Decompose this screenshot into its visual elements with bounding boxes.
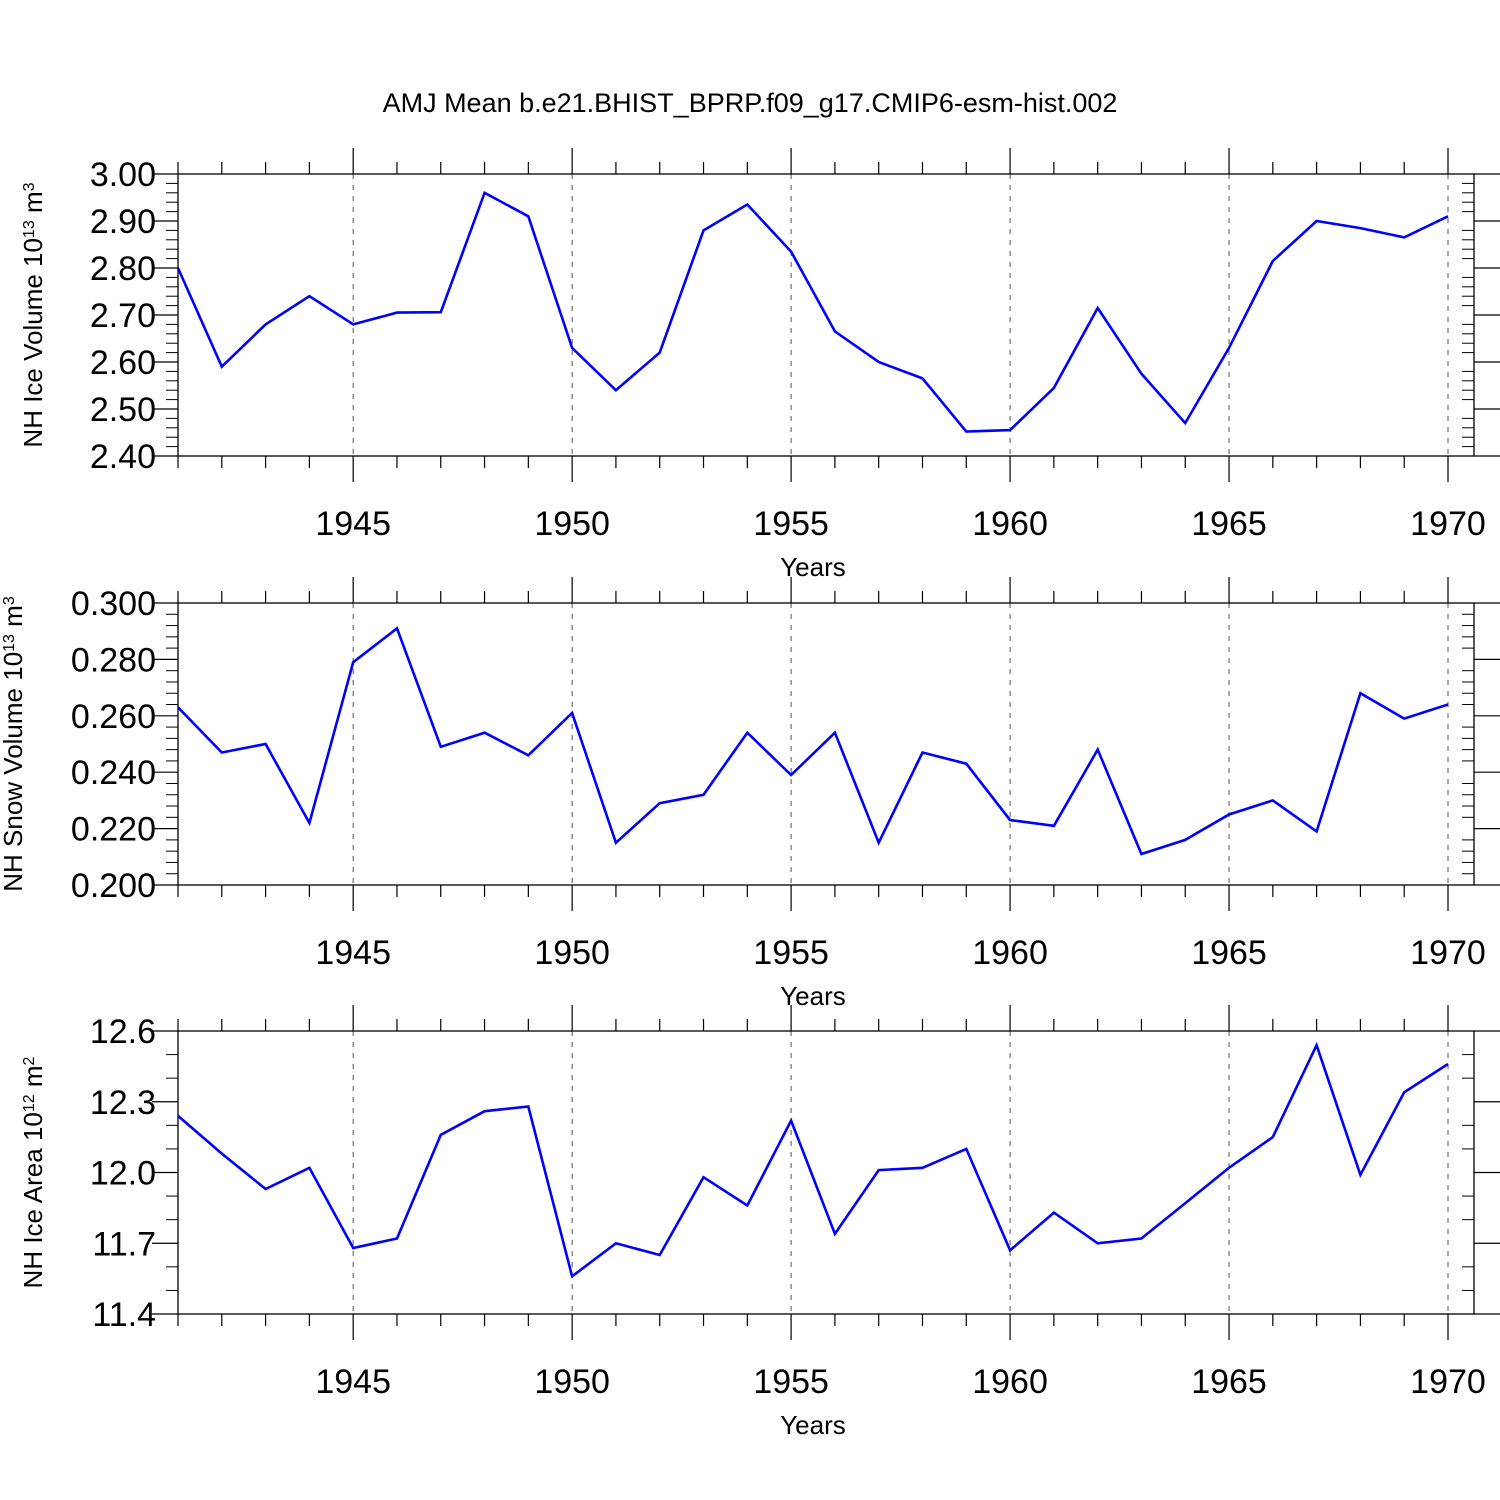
x-tick-label: 1970	[1410, 505, 1486, 543]
x-tick-label: 1950	[534, 1363, 610, 1401]
panel-3: 11.4 11.7 12.0 12.3 12.6 1945 1950 1955 1960 1965…	[18, 1005, 1500, 1440]
x-tick-label: 1945	[315, 934, 391, 972]
y-tick-label: 12.0	[90, 1155, 156, 1193]
x-tick-label: 1970	[1410, 934, 1486, 972]
x-tick-label: 1950	[534, 505, 610, 543]
plot-frame	[177, 1030, 1475, 1315]
panel-2: 0.200 0.220 0.240 0.260 0.280 0.300 1945 1950 19…	[0, 577, 1500, 1011]
chart-panels: 2.40 2.50 2.60 2.70 2.80 2.90 3.00 1945 1950 1955…	[0, 148, 1500, 1440]
x-tick-label: 1955	[753, 934, 829, 972]
x-tick-label: 1945	[315, 1363, 391, 1401]
y-tick-label: 12.3	[90, 1084, 156, 1122]
x-tick-label: 1965	[1191, 505, 1267, 543]
series-line	[176, 190, 1449, 433]
x-tick-label: 1955	[753, 1363, 829, 1401]
y-tick-label: 2.40	[90, 438, 156, 476]
x-tick-label: 1945	[315, 505, 391, 543]
y-tick-label: 0.300	[71, 585, 156, 623]
series-line	[177, 626, 1449, 856]
x-axis-label: Years	[780, 552, 846, 582]
x-tick-label: 1950	[534, 934, 610, 972]
y-tick-label: 2.80	[90, 250, 156, 288]
y-tick-label: 0.200	[71, 867, 156, 905]
y-tick-label: 11.4	[92, 1296, 156, 1334]
y-tick-label: 2.70	[90, 297, 156, 335]
y-tick-label: 0.220	[71, 811, 156, 849]
y-tick-label: 0.240	[71, 754, 156, 792]
plot-frame	[177, 602, 1475, 886]
x-tick-label: 1970	[1410, 1363, 1486, 1401]
x-tick-label: 1965	[1191, 934, 1267, 972]
x-tick-label: 1960	[972, 934, 1048, 972]
x-axis-label: Years	[780, 1410, 846, 1440]
chart-title: AMJ Mean b.e21.BHIST_BPRP.f09_g17.CMIP6-…	[383, 88, 1118, 118]
x-tick-label: 1960	[972, 505, 1048, 543]
y-tick-label: 0.260	[71, 698, 156, 736]
panel-1: 2.40 2.50 2.60 2.70 2.80 2.90 3.00 1945 1950 1955…	[18, 148, 1500, 582]
y-tick-label: 12.6	[90, 1013, 156, 1051]
y-tick-label: 11.7	[92, 1225, 156, 1263]
y-axis-label: NH Ice Area 1012 m2	[18, 1056, 48, 1288]
x-axis-label: Years	[780, 981, 846, 1011]
y-tick-label: 2.50	[90, 391, 156, 429]
y-axis-label: NH Snow Volume 1013 m3	[0, 596, 28, 892]
x-tick-label: 1960	[972, 1363, 1048, 1401]
x-tick-label: 1955	[753, 505, 829, 543]
y-tick-label: 2.90	[90, 203, 156, 241]
series-line	[177, 1041, 1449, 1279]
y-tick-label: 0.280	[71, 641, 156, 679]
y-axis-label: NH Ice Volume 1013 m3	[18, 182, 48, 447]
y-tick-label: 3.00	[90, 156, 156, 194]
x-tick-label: 1965	[1191, 1363, 1267, 1401]
y-tick-label: 2.60	[90, 344, 156, 382]
